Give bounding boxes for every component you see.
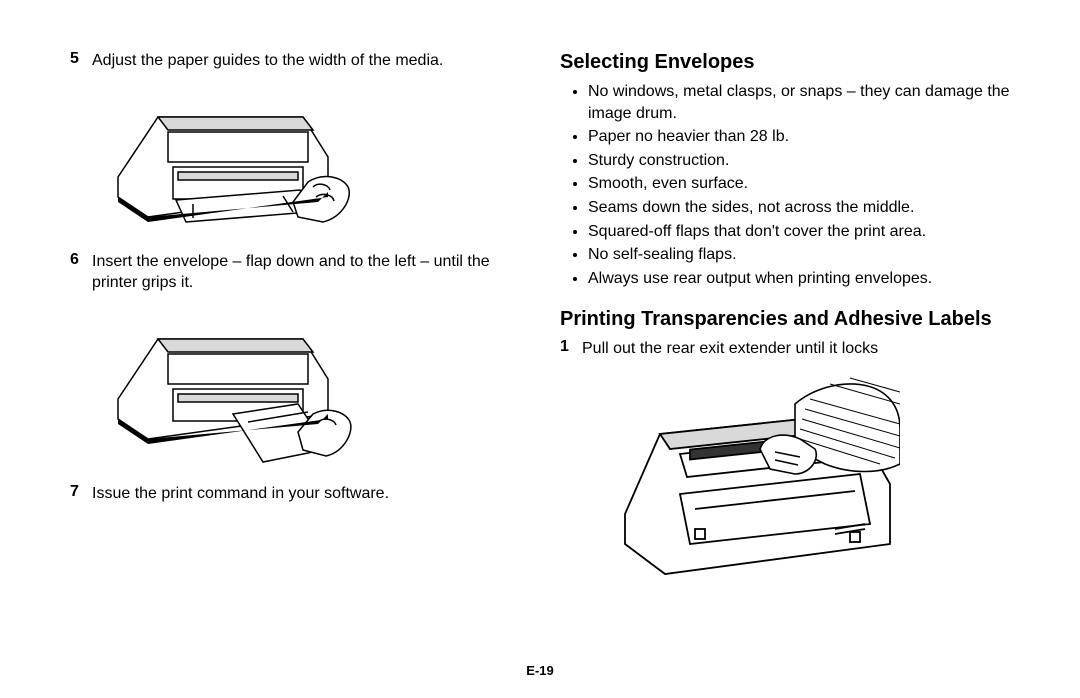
- step-7: 7 Issue the print command in your softwa…: [70, 483, 520, 505]
- list-item: No self-sealing flaps.: [588, 244, 1010, 266]
- step-1-text: Pull out the rear exit extender until it…: [582, 338, 878, 360]
- step-5: 5 Adjust the paper guides to the width o…: [70, 50, 520, 72]
- list-item: Squared-off flaps that don't cover the p…: [588, 221, 1010, 243]
- list-item: Paper no heavier than 28 lb.: [588, 126, 1010, 148]
- step-1-transparencies: 1 Pull out the rear exit extender until …: [560, 338, 1010, 360]
- step-5-number: 5: [70, 50, 92, 72]
- manual-page: 5 Adjust the paper guides to the width o…: [0, 0, 1080, 698]
- illustration-step6: [98, 304, 520, 469]
- step-6-number: 6: [70, 251, 92, 294]
- list-item: Always use rear output when printing env…: [588, 268, 1010, 290]
- step-6-text: Insert the envelope – flap down and to t…: [92, 251, 520, 294]
- list-item: Smooth, even surface.: [588, 173, 1010, 195]
- step-5-text: Adjust the paper guides to the width of …: [92, 50, 443, 72]
- list-item: Sturdy construction.: [588, 150, 1010, 172]
- printer-paper-guides-icon: [98, 82, 358, 237]
- list-item: No windows, metal clasps, or snaps – the…: [588, 81, 1010, 124]
- list-item: Seams down the sides, not across the mid…: [588, 197, 1010, 219]
- step-7-number: 7: [70, 483, 92, 505]
- step-6: 6 Insert the envelope – flap down and to…: [70, 251, 520, 294]
- heading-transparencies-labels: Printing Transparencies and Adhesive Lab…: [560, 307, 1010, 332]
- page-number: E-19: [0, 663, 1080, 678]
- step-1-number: 1: [560, 338, 582, 360]
- printer-insert-envelope-icon: [98, 304, 358, 469]
- right-column: Selecting Envelopes No windows, metal cl…: [550, 50, 1020, 668]
- illustration-step5: [98, 82, 520, 237]
- heading-selecting-envelopes: Selecting Envelopes: [560, 50, 1010, 75]
- step-7-text: Issue the print command in your software…: [92, 483, 389, 505]
- printer-rear-extender-icon: [600, 374, 900, 589]
- envelope-criteria-list: No windows, metal clasps, or snaps – the…: [560, 81, 1010, 289]
- left-column: 5 Adjust the paper guides to the width o…: [60, 50, 550, 668]
- illustration-rear-extender: [600, 374, 1010, 589]
